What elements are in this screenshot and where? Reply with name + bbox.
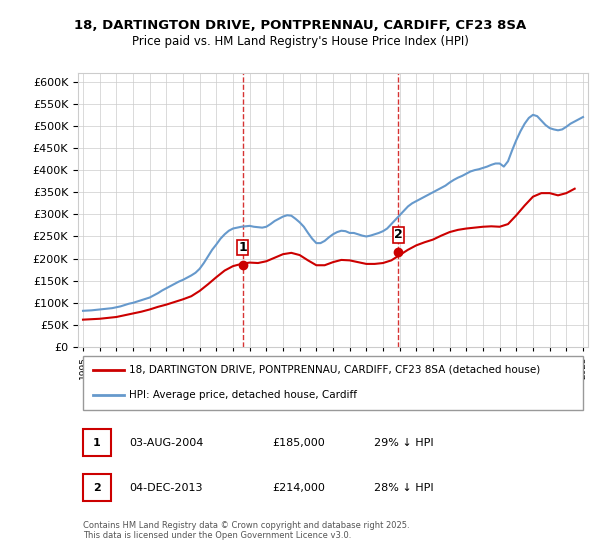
Text: 03-AUG-2004: 03-AUG-2004 bbox=[129, 437, 203, 447]
FancyBboxPatch shape bbox=[83, 429, 111, 456]
Text: 1: 1 bbox=[238, 241, 247, 254]
Text: 1: 1 bbox=[93, 437, 101, 447]
Text: Contains HM Land Registry data © Crown copyright and database right 2025.
This d: Contains HM Land Registry data © Crown c… bbox=[83, 521, 410, 540]
Text: 2: 2 bbox=[394, 228, 403, 241]
Text: 18, DARTINGTON DRIVE, PONTPRENNAU, CARDIFF, CF23 8SA (detached house): 18, DARTINGTON DRIVE, PONTPRENNAU, CARDI… bbox=[129, 365, 540, 375]
FancyBboxPatch shape bbox=[83, 474, 111, 501]
Text: Price paid vs. HM Land Registry's House Price Index (HPI): Price paid vs. HM Land Registry's House … bbox=[131, 35, 469, 49]
Text: 2: 2 bbox=[93, 483, 101, 492]
Text: 29% ↓ HPI: 29% ↓ HPI bbox=[374, 437, 433, 447]
Text: 18, DARTINGTON DRIVE, PONTPRENNAU, CARDIFF, CF23 8SA: 18, DARTINGTON DRIVE, PONTPRENNAU, CARDI… bbox=[74, 18, 526, 32]
Text: 04-DEC-2013: 04-DEC-2013 bbox=[129, 483, 203, 492]
FancyBboxPatch shape bbox=[83, 356, 583, 410]
Text: HPI: Average price, detached house, Cardiff: HPI: Average price, detached house, Card… bbox=[129, 390, 357, 400]
Text: £185,000: £185,000 bbox=[272, 437, 325, 447]
Text: 28% ↓ HPI: 28% ↓ HPI bbox=[374, 483, 433, 492]
Text: £214,000: £214,000 bbox=[272, 483, 325, 492]
